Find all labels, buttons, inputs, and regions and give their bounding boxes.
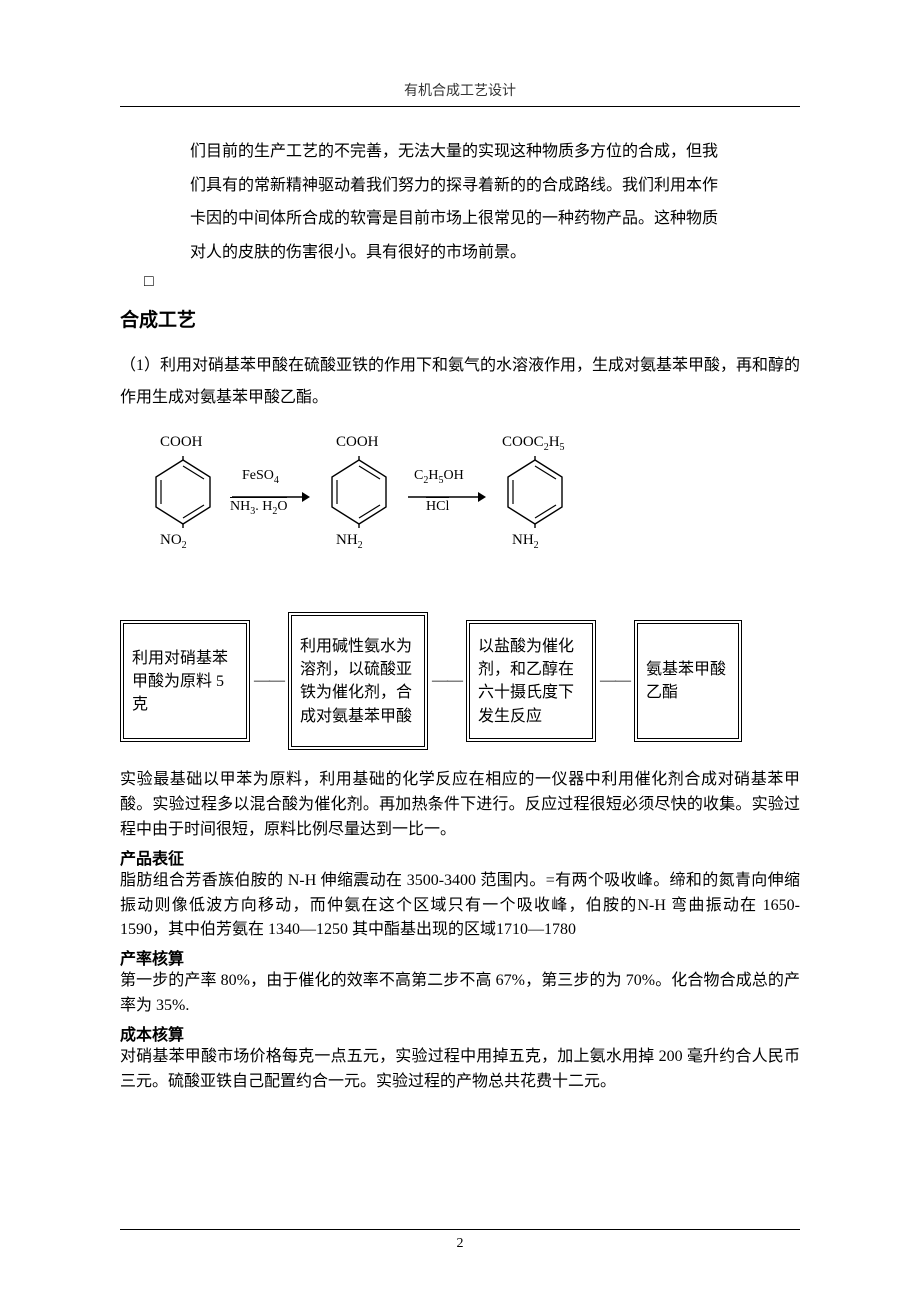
benzene-ring-icon xyxy=(504,456,566,528)
yield-para: 第一步的产率 80%，由于催化的效率不高第二步不高 67%，第三步的为 70%。… xyxy=(120,969,800,1019)
step1-text: （1）利用对硝基苯甲酸在硫酸亚铁的作用下和氨气的水溶液作用，生成对氨基苯甲酸，再… xyxy=(120,350,800,414)
bullet-glyph: □ xyxy=(144,273,800,291)
benzene-ring-icon xyxy=(152,456,214,528)
running-head: 有机合成工艺设计 xyxy=(120,80,800,107)
experiment-para: 实验最基础以甲苯为原料，利用基础的化学反应在相应的一仪器中利用催化剂合成对硝基苯… xyxy=(120,768,800,842)
mol2-top: COOH xyxy=(336,434,379,451)
arrow2-catalyst: HCl xyxy=(426,497,449,515)
cost-para: 对硝基苯甲酸市场价格每克一点五元，实验过程中用掉五克，加上氨水用掉 200 毫升… xyxy=(120,1045,800,1095)
flow-dash-icon: —— xyxy=(596,672,634,690)
intro-line1: 们目前的生产工艺的不完善，无法大量的实现这种物质多方位的合成，但我 xyxy=(120,135,800,169)
heading-yield: 产率核算 xyxy=(120,945,800,969)
flow-box-1: 利用对硝基苯甲酸为原料 5克 xyxy=(120,620,250,742)
flow-box-2: 利用碱性氨水为溶剂，以硫酸亚铁为催化剂，合成对氨基苯甲酸 xyxy=(288,612,428,750)
mol1-bottom: NO2 xyxy=(160,532,187,551)
benzene-ring-icon xyxy=(328,456,390,528)
page-number: 2 xyxy=(0,1236,920,1252)
flow-box-4: 氨基苯甲酸乙酯 xyxy=(634,620,742,742)
intro-line2: 们具有的常新精神驱动着我们努力的探寻着新的的合成路线。我们利用本作 xyxy=(120,169,800,203)
page: 有机合成工艺设计 们目前的生产工艺的不完善，无法大量的实现这种物质多方位的合成，… xyxy=(0,0,920,1302)
heading-cost: 成本核算 xyxy=(120,1021,800,1045)
arrow1-solvent: NH3. H2O xyxy=(230,497,287,517)
mol3-top: COOC2H5 xyxy=(502,434,565,453)
mol1-top: COOH xyxy=(160,434,203,451)
reaction-scheme: COOH NO2 FeSO4 NH3. H2O COOH NH2 C2H5OH … xyxy=(130,432,800,602)
footer-rule xyxy=(120,1229,800,1230)
mol2-bottom: NH2 xyxy=(336,532,363,551)
flow-box-3: 以盐酸为催化剂，和乙醇在六十摄氏度下发生反应 xyxy=(466,620,596,742)
flow-dash-icon: —— xyxy=(428,672,466,690)
characterization-para: 脂肪组合芳香族伯胺的 N-H 伸缩震动在 3500-3400 范围内。=有两个吸… xyxy=(120,869,800,943)
intro-line4: 对人的皮肤的伤害很小。具有很好的市场前景。 xyxy=(120,236,800,270)
mol3-bottom: NH2 xyxy=(512,532,539,551)
intro-line3: 卡因的中间体所合成的软膏是目前市场上很常见的一种药物产品。这种物质 xyxy=(120,202,800,236)
heading-characterization: 产品表征 xyxy=(120,845,800,869)
flowchart: 利用对硝基苯甲酸为原料 5克 —— 利用碱性氨水为溶剂，以硫酸亚铁为催化剂，合成… xyxy=(120,612,800,750)
heading-synthesis: 合成工艺 xyxy=(120,305,800,332)
flow-dash-icon: —— xyxy=(250,672,288,690)
